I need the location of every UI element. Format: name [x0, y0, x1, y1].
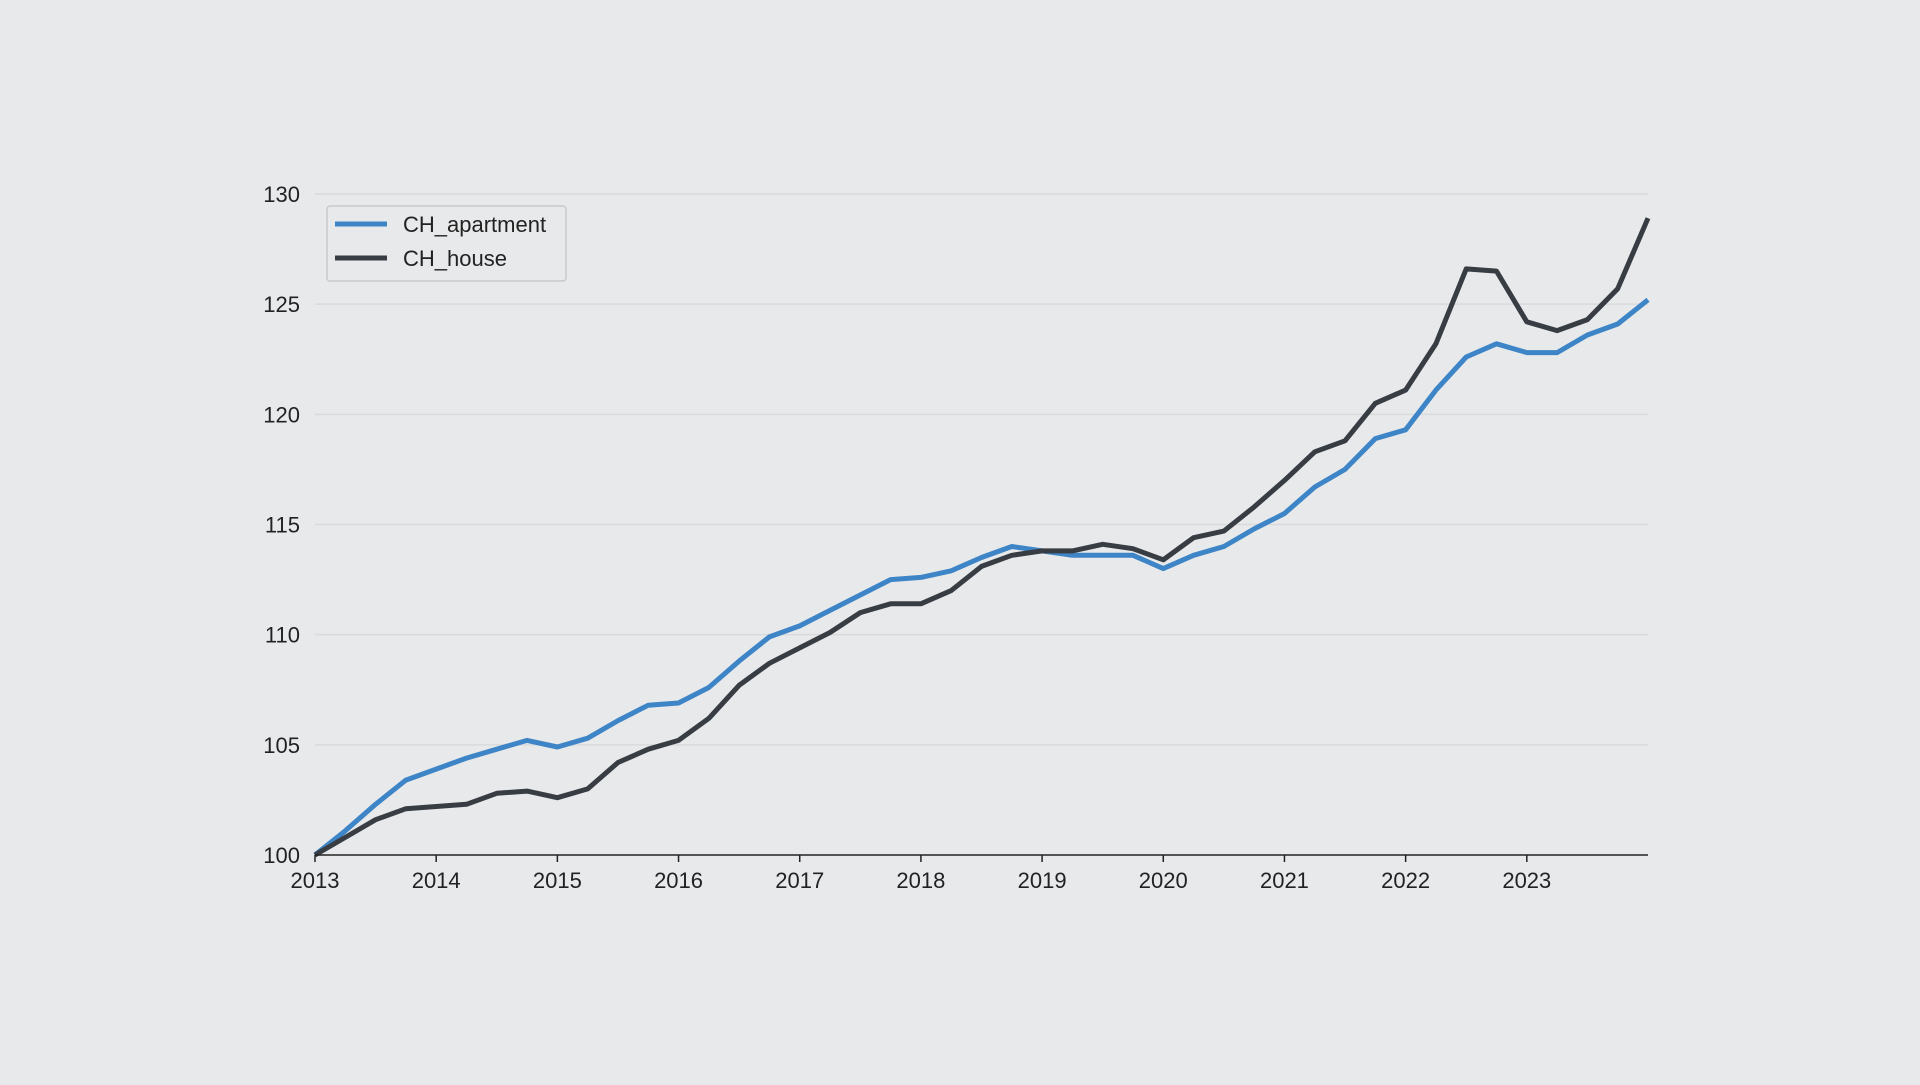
x-tick-label: 2023 — [1502, 868, 1551, 893]
x-tick-label: 2015 — [533, 868, 582, 893]
y-tick-label: 110 — [265, 623, 300, 648]
y-tick-label: 130 — [263, 182, 300, 207]
x-tick-label: 2017 — [775, 868, 824, 893]
x-tick-label: 2016 — [654, 868, 703, 893]
legend[interactable]: CH_apartment CH_house — [326, 205, 567, 282]
axes: 100 105 110 115 120 125 130 2013 2014 2015 2016 201… — [263, 182, 1648, 893]
x-tick-label: 2019 — [1018, 868, 1067, 893]
y-tick-label: 115 — [265, 513, 300, 538]
legend-label[interactable]: CH_house — [403, 246, 507, 271]
x-tick-label: 2014 — [412, 868, 461, 893]
legend-label[interactable]: CH_apartment — [403, 212, 546, 237]
gridlines — [315, 193, 1648, 746]
x-tick-label: 2021 — [1260, 868, 1309, 893]
x-tick-label: 2013 — [291, 868, 340, 893]
series-line-CH_house — [313, 217, 1651, 858]
y-tick-label: 100 — [263, 843, 300, 868]
x-tick-label: 2020 — [1139, 868, 1188, 893]
y-tick-label: 105 — [263, 733, 300, 758]
series-line-CH_apartment — [313, 297, 1650, 857]
y-tick-label: 125 — [263, 292, 300, 317]
series-layer — [313, 217, 1651, 858]
x-tick-label: 2022 — [1381, 868, 1430, 893]
y-tick-label: 120 — [263, 402, 300, 427]
x-tick-label: 2018 — [896, 868, 945, 893]
